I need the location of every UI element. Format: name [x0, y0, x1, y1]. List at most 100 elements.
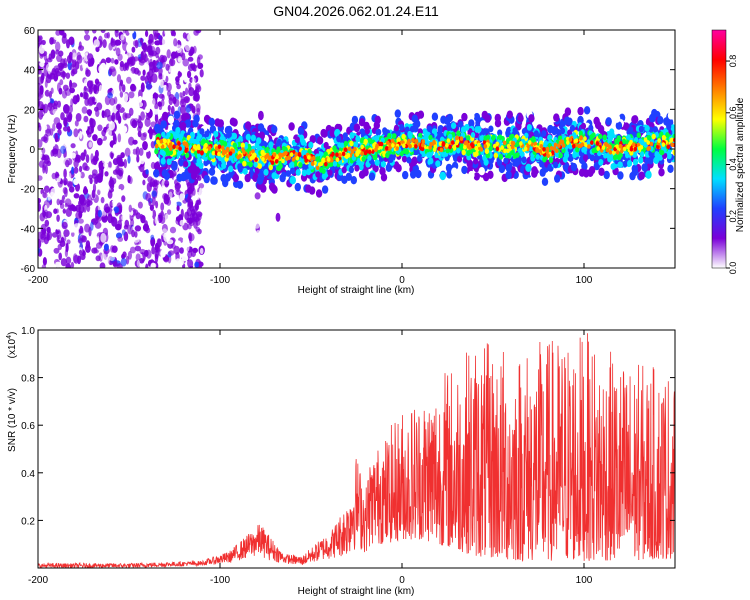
noise-cell [137, 121, 143, 129]
noise-cell [38, 110, 44, 120]
noise-cell [132, 139, 138, 145]
noise-cell [187, 33, 193, 42]
noise-cell [139, 248, 146, 255]
noise-cell [81, 58, 85, 69]
x-tick-label: -200 [28, 575, 48, 586]
noise-cell [257, 87, 261, 94]
noise-cell [79, 130, 83, 140]
noise-cell [102, 39, 107, 49]
noise-cell [152, 93, 159, 99]
ridge-cell [217, 119, 224, 128]
ridge-cell [225, 153, 230, 159]
ridge-cell [258, 170, 264, 177]
ridge-cell [603, 170, 610, 180]
ridge-cell [295, 155, 300, 161]
noise-cell [152, 59, 156, 70]
ridge-cell [615, 144, 619, 149]
noise-cell [70, 261, 75, 268]
noise-cell [168, 191, 173, 198]
noise-cell [64, 248, 68, 258]
ridge-cell [178, 146, 182, 151]
noise-cell [145, 30, 149, 37]
ridge-cell [437, 127, 443, 134]
noise-cell [65, 263, 72, 268]
ridge-cell [503, 157, 509, 165]
ridge-cell [361, 156, 366, 162]
ridge-cell [421, 142, 425, 148]
ridge-cell [192, 138, 198, 145]
x-tick-label: 0 [399, 275, 405, 286]
noise-cell [60, 258, 67, 267]
ridge-cell [661, 142, 666, 147]
ridge-cell [402, 170, 409, 180]
noise-cell [131, 46, 136, 53]
ridge-cell [343, 147, 348, 152]
noise-cell [48, 90, 53, 99]
ridge-cell [267, 156, 272, 161]
ridge-cell [497, 129, 503, 137]
noise-cell [268, 86, 275, 94]
ridge-cell [498, 153, 504, 160]
ridge-cell [468, 170, 475, 180]
noise-cell [38, 139, 43, 148]
ridge-cell [274, 159, 279, 164]
ridge-cell [627, 160, 633, 167]
noise-cell [195, 30, 202, 34]
noise-cell [83, 149, 87, 157]
ridge-cell [189, 137, 194, 144]
noise-cell [63, 136, 69, 146]
ridge-cell [505, 137, 511, 144]
ridge-cell [338, 152, 342, 158]
noise-cell [179, 193, 185, 201]
ridge-cell [502, 140, 507, 146]
noise-cell [168, 250, 175, 256]
noise-cell [264, 106, 268, 114]
noise-cell [170, 89, 177, 95]
ridge-cell [491, 134, 496, 141]
ridge-cell [208, 167, 216, 176]
ridge-cell [153, 169, 160, 178]
ridge-cell [375, 144, 379, 150]
ridge-cell [248, 161, 253, 168]
ridge-cell [379, 141, 384, 147]
noise-cell [74, 61, 80, 70]
ridge-cell [382, 127, 388, 134]
noise-cell [280, 226, 285, 234]
ridge-cell [659, 149, 665, 156]
noise-cell [60, 145, 67, 154]
noise-cell [95, 109, 100, 117]
noise-cell [38, 90, 42, 101]
ridge-cell [555, 128, 562, 136]
noise-cell [38, 160, 45, 168]
snr-frame [37, 329, 676, 569]
noise-cell [92, 30, 97, 34]
ridge-cell [196, 149, 201, 154]
noise-cell [197, 54, 203, 60]
noise-cell [135, 146, 140, 157]
ridge-cell [315, 171, 321, 178]
ridge-cell [406, 140, 411, 146]
noise-cell [58, 252, 62, 261]
noise-cell [182, 58, 189, 67]
y-tick-label: 60 [24, 26, 36, 37]
ridge-cell [484, 148, 490, 155]
noise-cell [50, 187, 57, 198]
noise-cell [96, 242, 103, 249]
noise-cell [144, 117, 151, 128]
noise-cell [42, 192, 48, 199]
ridge-cell [605, 117, 612, 126]
ridge-cell [332, 145, 337, 152]
ridge-cell [505, 170, 512, 180]
noise-cell [103, 243, 109, 251]
ridge-cell [321, 158, 326, 163]
noise-cell [51, 156, 56, 162]
noise-cell [63, 104, 70, 114]
noise-cell [92, 155, 98, 166]
ridge-cell [554, 174, 561, 183]
noise-cell [181, 255, 189, 262]
noise-cell [49, 72, 53, 80]
ridge-cell [221, 162, 227, 170]
noise-cell [187, 251, 193, 258]
noise-cell [160, 249, 166, 258]
ridge-cell [591, 147, 596, 154]
